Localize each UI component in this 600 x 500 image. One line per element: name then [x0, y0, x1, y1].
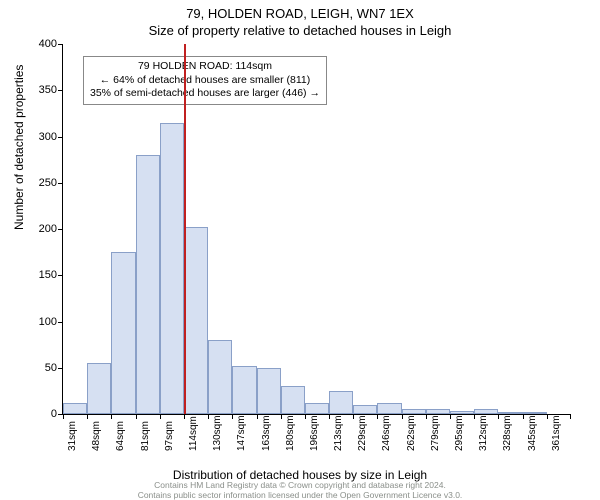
x-tick-label: 130sqm: [212, 415, 223, 451]
x-tick-mark: [353, 414, 354, 419]
x-tick-label: 345sqm: [527, 415, 538, 451]
histogram-bar: [353, 405, 377, 414]
x-tick-mark: [570, 414, 571, 419]
y-tick-label: 300: [25, 131, 57, 143]
x-tick-label: 114sqm: [188, 416, 199, 451]
x-tick-label: 328sqm: [502, 415, 513, 451]
histogram-bar: [208, 340, 232, 414]
y-tick-label: 100: [25, 316, 57, 328]
x-tick-mark: [426, 414, 427, 419]
annotation-line3: 35% of semi-detached houses are larger (…: [90, 87, 320, 101]
x-tick-mark: [136, 414, 137, 419]
x-tick-label: 64sqm: [115, 421, 126, 451]
chart-area: 79 HOLDEN ROAD: 114sqm ← 64% of detached…: [62, 44, 570, 414]
y-tick-mark: [58, 275, 63, 276]
y-tick-label: 400: [25, 38, 57, 50]
histogram-bar: [523, 412, 547, 414]
y-tick-mark: [58, 368, 63, 369]
footer: Contains HM Land Registry data © Crown c…: [0, 480, 600, 500]
x-tick-label: 361sqm: [551, 415, 562, 451]
footer-line1: Contains HM Land Registry data © Crown c…: [0, 480, 600, 490]
histogram-bar: [402, 409, 426, 414]
x-tick-label: 262sqm: [406, 415, 417, 451]
annotation-line1: 79 HOLDEN ROAD: 114sqm: [90, 60, 320, 74]
y-tick-mark: [58, 322, 63, 323]
x-tick-label: 180sqm: [285, 415, 296, 451]
histogram-bar: [136, 155, 160, 414]
x-tick-mark: [232, 414, 233, 419]
x-tick-mark: [547, 414, 548, 419]
histogram-bar: [377, 403, 401, 414]
x-tick-mark: [305, 414, 306, 419]
y-tick-label: 250: [25, 177, 57, 189]
y-tick-label: 150: [25, 269, 57, 281]
x-tick-mark: [111, 414, 112, 419]
chart-container: 79, HOLDEN ROAD, LEIGH, WN7 1EX Size of …: [0, 0, 600, 500]
x-tick-mark: [184, 414, 185, 419]
histogram-bar: [87, 363, 111, 414]
histogram-bar: [474, 409, 498, 414]
x-tick-label: 196sqm: [309, 415, 320, 451]
y-tick-mark: [58, 183, 63, 184]
x-tick-mark: [450, 414, 451, 419]
footer-line2: Contains public sector information licen…: [0, 490, 600, 500]
title-main: 79, HOLDEN ROAD, LEIGH, WN7 1EX: [0, 0, 600, 21]
y-tick-mark: [58, 44, 63, 45]
x-tick-label: 312sqm: [478, 415, 489, 451]
x-tick-label: 48sqm: [91, 421, 102, 451]
x-tick-label: 246sqm: [381, 415, 392, 451]
x-tick-mark: [281, 414, 282, 419]
histogram-bar: [450, 411, 474, 414]
histogram-bar: [63, 403, 87, 414]
x-tick-mark: [402, 414, 403, 419]
y-tick-mark: [58, 90, 63, 91]
histogram-bar: [426, 409, 450, 414]
histogram-bar: [232, 366, 256, 414]
y-tick-mark: [58, 229, 63, 230]
annotation-box: 79 HOLDEN ROAD: 114sqm ← 64% of detached…: [83, 56, 327, 105]
histogram-bar: [257, 368, 281, 414]
histogram-bar: [281, 386, 305, 414]
x-tick-mark: [329, 414, 330, 419]
x-tick-label: 31sqm: [67, 421, 78, 451]
y-tick-label: 50: [25, 362, 57, 374]
x-tick-label: 81sqm: [140, 421, 151, 451]
reference-line: [184, 44, 186, 414]
histogram-bar: [111, 252, 135, 414]
x-tick-label: 147sqm: [236, 415, 247, 451]
y-tick-mark: [58, 137, 63, 138]
plot-region: 79 HOLDEN ROAD: 114sqm ← 64% of detached…: [62, 44, 571, 415]
y-tick-label: 0: [25, 408, 57, 420]
x-tick-label: 229sqm: [357, 415, 368, 451]
x-tick-mark: [63, 414, 64, 419]
histogram-bar: [305, 403, 329, 414]
annotation-line2: ← 64% of detached houses are smaller (81…: [90, 74, 320, 88]
x-tick-mark: [257, 414, 258, 419]
x-tick-mark: [498, 414, 499, 419]
histogram-bar: [498, 412, 522, 414]
x-tick-label: 163sqm: [261, 415, 272, 451]
x-tick-mark: [377, 414, 378, 419]
x-tick-mark: [208, 414, 209, 419]
histogram-bar: [329, 391, 353, 414]
histogram-bar: [184, 227, 208, 414]
x-tick-mark: [523, 414, 524, 419]
title-sub: Size of property relative to detached ho…: [0, 21, 600, 38]
x-tick-mark: [87, 414, 88, 419]
x-tick-label: 295sqm: [454, 415, 465, 451]
y-tick-label: 350: [25, 84, 57, 96]
x-tick-label: 213sqm: [333, 415, 344, 451]
x-tick-label: 279sqm: [430, 415, 441, 451]
x-tick-label: 97sqm: [164, 421, 175, 451]
x-tick-mark: [160, 414, 161, 419]
y-axis-label: Number of detached properties: [12, 65, 26, 230]
y-tick-label: 200: [25, 223, 57, 235]
histogram-bar: [160, 123, 184, 414]
x-tick-mark: [474, 414, 475, 419]
